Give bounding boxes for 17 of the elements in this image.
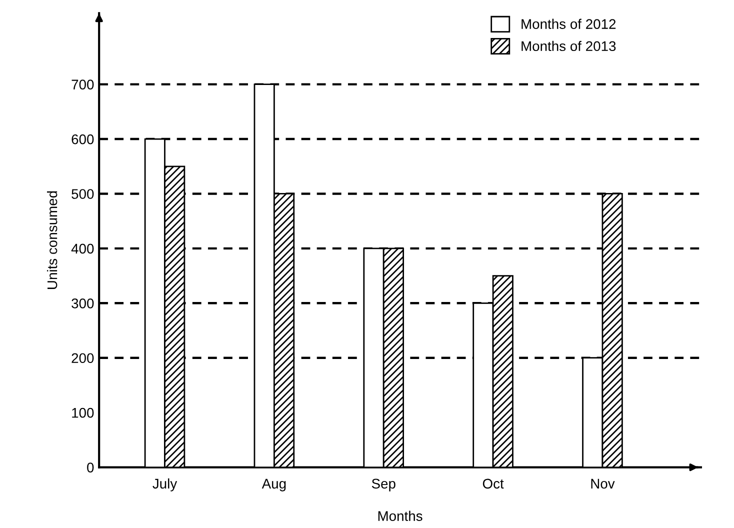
y-axis-title: Units consumed xyxy=(47,191,58,289)
y-tick-label: 700 xyxy=(72,80,94,90)
y-tick-label: 600 xyxy=(72,134,94,144)
x-tick-label: Oct xyxy=(482,478,504,489)
x-axis-title: Months xyxy=(378,510,422,521)
legend-label: Months of 2013 xyxy=(522,40,616,52)
y-tick-label: 300 xyxy=(72,298,94,308)
y-tick-label: 100 xyxy=(72,408,94,418)
x-tick-label: Aug xyxy=(262,478,286,492)
y-tick-label: 400 xyxy=(71,244,94,254)
x-tick-label: July xyxy=(152,478,178,492)
x-tick-label: Nov xyxy=(591,478,615,489)
y-tick-label: 200 xyxy=(72,353,94,364)
y-tick-label: 0 xyxy=(87,462,94,472)
y-tick-label: 500 xyxy=(72,189,94,199)
x-tick-label: Sep xyxy=(372,478,396,492)
legend-label: Months of 2012 xyxy=(522,18,616,29)
